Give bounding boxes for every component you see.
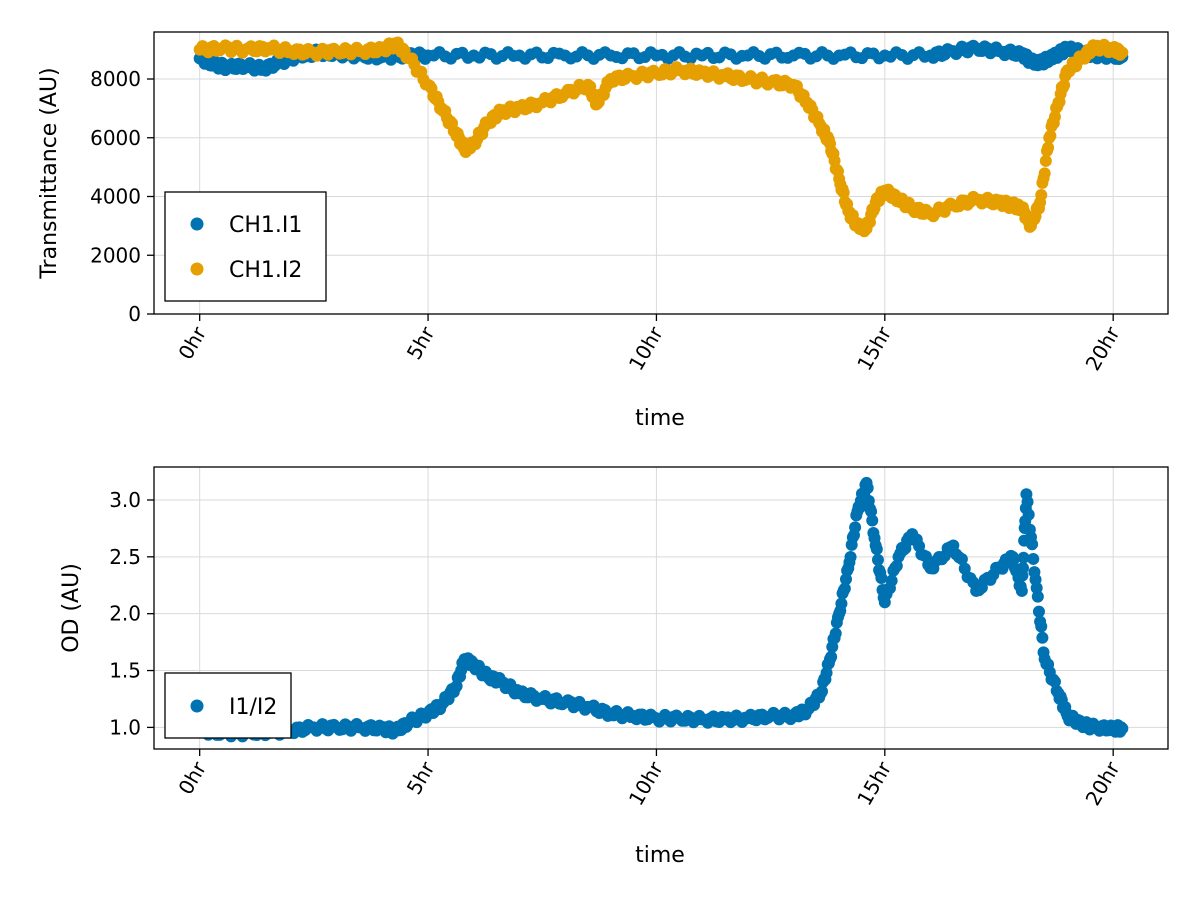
od-legend: I1/I2: [164, 672, 292, 739]
y-tick-label: 0: [128, 302, 141, 326]
data-point: [835, 597, 848, 610]
data-point: [1042, 141, 1055, 154]
legend-marker-ch1-i1: [190, 217, 204, 231]
data-point: [955, 553, 968, 566]
data-point: [1058, 79, 1071, 92]
transmittance-panel: 0hr 5hr 10hr 15hr 20hr 0 2000 4000 6000 8000 time…: [37, 31, 1169, 431]
x-tick-label: 15hr: [852, 322, 896, 375]
y-tick-label: 2.0: [109, 602, 141, 626]
data-point: [1017, 551, 1030, 564]
data-point: [1026, 538, 1039, 551]
od-plot-frame: [153, 466, 1169, 750]
series-0-points: [193, 476, 1129, 743]
data-point: [870, 543, 883, 556]
y-tick-label: 1.0: [109, 715, 141, 739]
transmittance-plot-frame: [153, 31, 1169, 315]
od-legend-box: [164, 672, 292, 739]
data-point: [1027, 552, 1040, 565]
data-point: [865, 505, 878, 518]
transmittance-points: [193, 36, 1129, 238]
y-tick-label: 1.5: [109, 659, 141, 683]
legend-label-i1-i2: I1/I2: [229, 695, 277, 720]
x-tick-label: 0hr: [173, 757, 211, 799]
series-1-points: [193, 36, 1129, 238]
x-tick-label: 5hr: [402, 322, 440, 364]
od-points: [193, 476, 1129, 743]
data-point: [837, 186, 850, 199]
x-tick-label: 15hr: [852, 757, 896, 810]
y-tick-label: 4000: [90, 185, 141, 209]
data-point: [1032, 605, 1045, 618]
data-point: [1035, 188, 1048, 201]
data-point: [1016, 561, 1029, 574]
data-point: [1038, 167, 1051, 180]
legend-label-ch1-i1: CH1.I1: [229, 213, 302, 238]
data-point: [1015, 584, 1028, 597]
transmittance-x-axis-label: time: [635, 406, 685, 431]
data-point: [1036, 631, 1049, 644]
data-point: [1035, 620, 1048, 633]
data-point: [838, 582, 851, 595]
y-tick-label: 3.0: [109, 488, 141, 512]
data-point: [1048, 110, 1061, 123]
x-tick-label: 20hr: [1081, 757, 1125, 810]
data-point: [816, 685, 829, 698]
data-point: [849, 521, 862, 534]
data-point: [1031, 590, 1044, 603]
od-x-axis-label: time: [635, 843, 685, 868]
data-point: [825, 650, 838, 663]
y-tick-label: 6000: [90, 126, 141, 150]
data-point: [885, 574, 898, 587]
data-point: [890, 559, 903, 572]
x-tick-label: 0hr: [173, 322, 211, 364]
data-point: [844, 550, 857, 563]
y-tick-label: 8000: [90, 67, 141, 91]
data-point: [875, 571, 888, 584]
legend-marker-ch1-i2: [190, 262, 204, 276]
y-tick-label: 2.5: [109, 545, 141, 569]
x-tick-label: 5hr: [402, 757, 440, 799]
data-point: [1039, 154, 1052, 167]
data-point: [866, 514, 879, 527]
transmittance-legend: CH1.I1 CH1.I2: [164, 191, 327, 302]
x-tick-label: 10hr: [624, 757, 668, 810]
od-gridlines: [154, 467, 1168, 749]
legend-label-ch1-i2: CH1.I2: [229, 258, 302, 283]
data-point: [1007, 552, 1020, 565]
x-tick-label: 20hr: [1081, 322, 1125, 375]
data-point: [1022, 508, 1035, 521]
data-point: [871, 553, 884, 566]
data-point: [829, 627, 842, 640]
x-tick-label: 10hr: [624, 322, 668, 375]
data-point: [1116, 46, 1129, 59]
od-panel: 0hr 5hr 10hr 15hr 20hr 1.0 1.5 2.0 2.5 3.0 time O…: [59, 466, 1169, 868]
data-point: [861, 481, 874, 494]
od-ticks: 0hr 5hr 10hr 15hr 20hr 1.0 1.5 2.0 2.5 3.0: [109, 488, 1125, 810]
transmittance-y-axis-label: Transmittance (AU): [37, 67, 62, 279]
data-point: [1044, 129, 1057, 142]
data-point: [1048, 675, 1061, 688]
data-point: [1021, 495, 1034, 508]
data-point: [1116, 722, 1129, 735]
transmittance-legend-box: [164, 191, 327, 302]
y-tick-label: 2000: [90, 243, 141, 267]
od-y-axis-label: OD (AU): [59, 563, 84, 653]
legend-marker-i1-i2: [190, 699, 204, 713]
